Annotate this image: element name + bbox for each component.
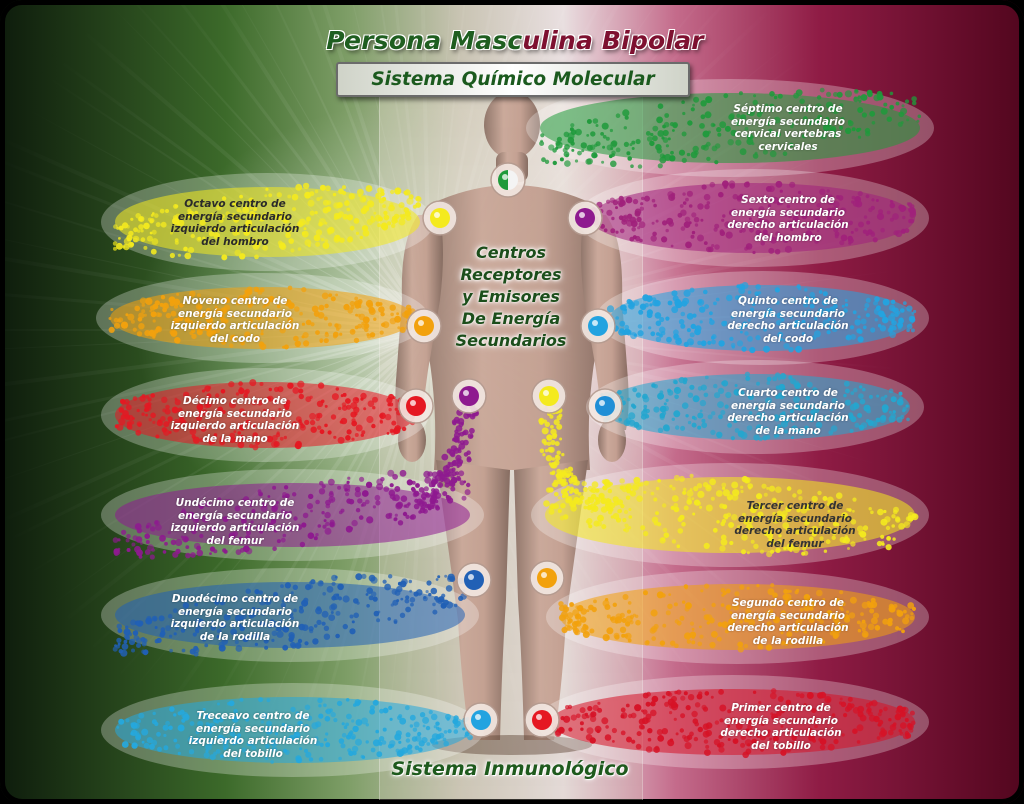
node-segundo: [529, 560, 565, 596]
cloud-quinto: [596, 271, 929, 365]
label-tercer: Tercer centro de energía secundario dere…: [734, 500, 856, 550]
cloud-treceavo: [101, 683, 484, 777]
label-quinto: Quinto centro de energía secundario dere…: [727, 295, 849, 345]
label-segundo: Segundo centro de energía secundario der…: [727, 597, 849, 647]
node-undecimo: [451, 378, 487, 414]
label-octavo: Octavo centro de energía secundario izqu…: [170, 198, 300, 248]
node-decimo: [398, 388, 434, 424]
page-title: Persona Masculina Bipolar: [326, 26, 704, 55]
cloud-duodecimo: [101, 568, 479, 662]
cloud-sexto: [576, 169, 929, 267]
node-quinto: [580, 308, 616, 344]
label-undecimo: Undécimo centro de energía secundario iz…: [170, 497, 300, 547]
cloud-tercer: [531, 463, 929, 567]
node-duodecimo: [456, 562, 492, 598]
node-cuarto: [587, 388, 623, 424]
label-primer: Primer centro de energía secundario dere…: [720, 702, 842, 752]
label-septimo: Séptimo centro de energía secundario cer…: [731, 103, 845, 153]
cloud-undecimo: [101, 469, 484, 561]
cloud-cuarto: [586, 360, 924, 454]
node-noveno: [406, 308, 442, 344]
node-septimo: [490, 162, 526, 198]
node-primer: [524, 702, 560, 738]
cloud-decimo: [101, 368, 429, 462]
cloud-septimo: [526, 79, 934, 177]
cloud-segundo: [546, 570, 929, 664]
node-sexto: [567, 200, 603, 236]
cloud-octavo: [101, 173, 434, 271]
node-tercer: [531, 378, 567, 414]
center-label: Centros Receptores y Emisores De Energía…: [455, 243, 567, 350]
cloud-noveno: [96, 273, 429, 363]
label-duodecimo: Duodécimo centro de energía secundario i…: [170, 593, 300, 643]
label-sexto: Sexto centro de energía secundario derec…: [727, 194, 849, 244]
cloud-primer: [536, 675, 929, 769]
trail-purple: [393, 395, 480, 526]
node-octavo: [422, 200, 458, 236]
node-treceavo: [463, 702, 499, 738]
label-noveno: Noveno centro de energía secundario izqu…: [170, 295, 300, 345]
label-decimo: Décimo centro de energía secundario izqu…: [170, 395, 300, 445]
label-cuarto: Cuarto centro de energía secundario dere…: [727, 387, 849, 437]
subtitle-banner: Sistema Químico Molecular: [336, 62, 690, 97]
label-treceavo: Treceavo centro de energía secundario iz…: [188, 710, 318, 760]
footer-label: Sistema Inmunológico: [391, 758, 629, 780]
